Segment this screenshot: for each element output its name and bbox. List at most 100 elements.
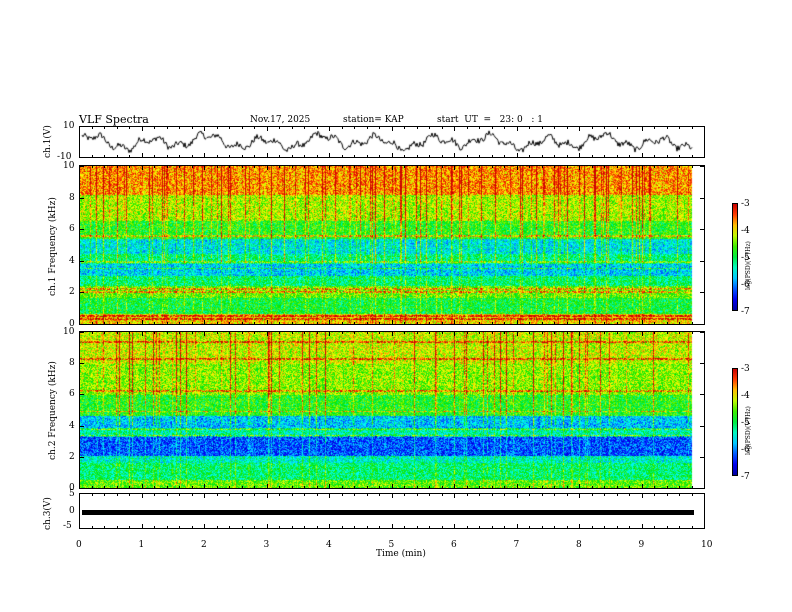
x-tick [579, 484, 580, 489]
x-tick [391, 126, 393, 131]
y-tick [700, 292, 705, 294]
y-tick-label: -5 [63, 521, 72, 531]
x-tick [129, 322, 130, 325]
y-tick [79, 363, 84, 365]
x-tick [679, 331, 680, 334]
x-tick [229, 486, 230, 489]
x-tick [91, 493, 93, 496]
x-tick [154, 165, 155, 168]
x-tick [441, 486, 443, 489]
x-tick [166, 155, 168, 158]
x-tick [441, 526, 443, 529]
y-tick [79, 166, 84, 167]
x-tick [104, 486, 105, 489]
x-tick [329, 165, 330, 170]
y-tick [79, 197, 84, 199]
x-tick [104, 126, 105, 129]
x-tick [404, 165, 405, 168]
x-tick [529, 493, 530, 496]
x-tick [504, 165, 505, 168]
x-tick [654, 331, 655, 334]
x-tick [91, 126, 93, 129]
x-tick [204, 493, 205, 498]
colorbar-tick-label: -4 [741, 391, 750, 401]
colorbar-tick-label: -5 [741, 418, 750, 428]
x-tick [216, 322, 218, 325]
x-tick [129, 331, 130, 334]
x-tick [579, 165, 580, 170]
x-tick [466, 165, 468, 168]
x-tick [166, 126, 168, 129]
x-tick [391, 320, 393, 325]
x-tick [179, 126, 180, 129]
x-tick [291, 486, 293, 489]
x-tick [691, 165, 693, 168]
x-tick [79, 320, 80, 325]
x-tick [141, 493, 143, 498]
x-tick [166, 331, 168, 334]
x-tick [566, 486, 568, 489]
x-tick [516, 126, 518, 131]
y-tick-label: 0 [69, 483, 75, 493]
x-tick [566, 331, 568, 334]
x-tick [379, 155, 380, 158]
x-tick [341, 126, 343, 129]
x-tick [216, 493, 218, 496]
x-tick [379, 331, 380, 334]
x-tick [516, 524, 518, 529]
y-tick-label: 0 [69, 506, 75, 516]
x-tick [354, 165, 355, 168]
y-tick [79, 425, 84, 427]
y-tick [700, 332, 705, 333]
x-tick [666, 155, 668, 158]
x-tick [504, 155, 505, 158]
x-tick [454, 126, 455, 131]
x-tick [429, 331, 430, 334]
x-tick [316, 486, 318, 489]
x-tick [541, 486, 543, 489]
x-tick [441, 126, 443, 129]
x-tick [216, 486, 218, 489]
x-tick [591, 526, 593, 529]
x-tick [204, 524, 205, 529]
x-tick [104, 526, 105, 529]
x-tick [616, 486, 618, 489]
x-tick [129, 165, 130, 168]
x-tick [216, 126, 218, 129]
x-tick [416, 331, 418, 334]
x-tick [504, 486, 505, 489]
x-tick [291, 165, 293, 168]
x-tick [566, 165, 568, 168]
x-tick [554, 155, 555, 158]
y-tick-label: 10 [63, 327, 75, 337]
x-tick [216, 155, 218, 158]
x-tick [366, 155, 368, 158]
y-tick-label: 5 [69, 489, 75, 499]
x-tick [541, 165, 543, 168]
x-tick [141, 126, 143, 131]
x-tick [579, 153, 580, 158]
x-tick [104, 165, 105, 168]
x-tick [241, 126, 243, 129]
x-tick [641, 320, 643, 325]
x-tick [466, 322, 468, 325]
x-tick [329, 524, 330, 529]
x-tick [441, 155, 443, 158]
x-tick [591, 331, 593, 334]
x-tick [416, 486, 418, 489]
ch2-spectrogram-image [80, 332, 704, 488]
y-tick [79, 332, 84, 333]
x-tick [566, 526, 568, 529]
x-tick [441, 331, 443, 334]
x-tick [529, 486, 530, 489]
x-tick [579, 331, 580, 336]
x-tick [191, 126, 193, 129]
y-tick [79, 292, 84, 294]
x-tick [554, 165, 555, 168]
colorbar-tick-label: -7 [741, 307, 750, 317]
x-tick [629, 165, 630, 168]
x-tick [116, 165, 118, 168]
x-tick [629, 126, 630, 129]
x-tick-label: 6 [451, 540, 457, 550]
x-tick [366, 322, 368, 325]
